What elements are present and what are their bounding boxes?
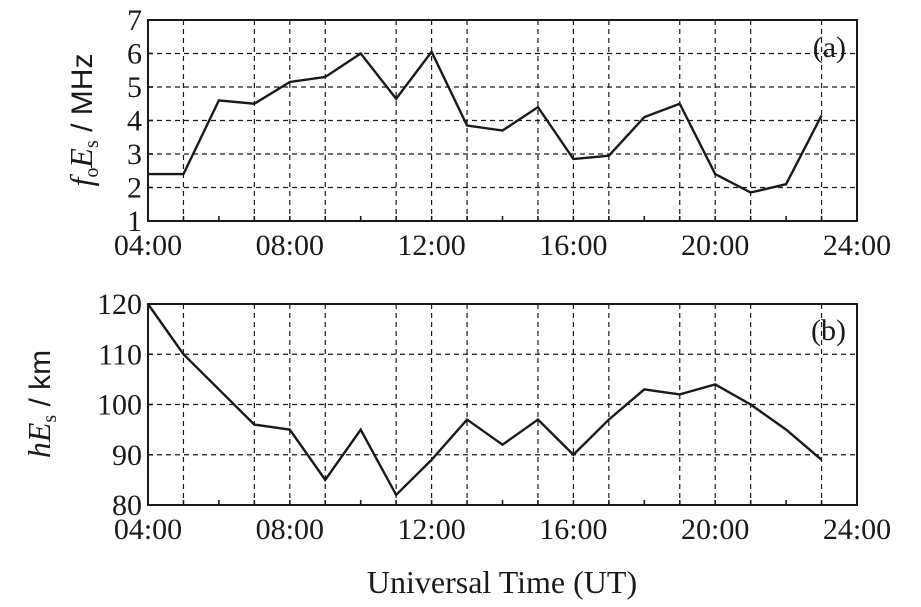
panel-b-y-axis-title-E: E bbox=[21, 422, 57, 443]
panel-a-x-tick-label-5: 24:00 bbox=[823, 229, 891, 262]
panel-b-x-tick-label-2: 12:00 bbox=[397, 513, 465, 546]
panel-a-y-axis-title-unit: / MHz bbox=[66, 54, 99, 141]
panel-b-ticks bbox=[147, 303, 858, 506]
panel-a-y-axis-title-sub-s: s bbox=[81, 140, 103, 148]
panel-a-ticks bbox=[147, 19, 858, 222]
panel-a-y-tick-label-0: 1 bbox=[127, 205, 142, 238]
panel-a-y-tick-label-4: 5 bbox=[127, 71, 142, 104]
panel-a-y-axis-title-sub-o: o bbox=[81, 168, 103, 178]
panel-b-x-tick-label-1: 08:00 bbox=[256, 513, 324, 546]
panel-b-y-tick-label-2: 100 bbox=[97, 389, 142, 422]
panel-b-x-tick-label-0: 04:00 bbox=[114, 513, 182, 546]
panel-b-x-tick-labels: 04:00 08:00 12:00 16:00 20:00 24:00 bbox=[114, 513, 891, 546]
panel-a-grid bbox=[148, 20, 857, 221]
panel-a-x-tick-labels: 04:00 08:00 12:00 16:00 20:00 24:00 bbox=[114, 229, 891, 262]
panel-a-series bbox=[147, 49, 823, 194]
panel-b-hEs: 80 90 100 110 120 04:00 08:00 12:00 16:00 20:00 2… bbox=[21, 288, 891, 546]
panel-a-x-tick-label-4: 20:00 bbox=[681, 229, 749, 262]
panel-b-x-tick-label-5: 24:00 bbox=[823, 513, 891, 546]
panel-b-y-tick-label-0: 80 bbox=[112, 489, 142, 522]
panel-b-y-axis-title-sub-s: s bbox=[39, 415, 61, 423]
panel-b-y-axis-title-unit: / km bbox=[24, 350, 57, 415]
panel-a-y-tick-label-2: 3 bbox=[127, 138, 142, 171]
panel-a-y-tick-label-1: 2 bbox=[127, 172, 142, 205]
panel-b-series-line-0 bbox=[147, 303, 823, 497]
panel-b-x-tick-label-4: 20:00 bbox=[681, 513, 749, 546]
panel-b-series bbox=[147, 303, 823, 497]
panel-a-x-tick-label-2: 12:00 bbox=[397, 229, 465, 262]
panel-a-y-axis-title: foEs / MHz bbox=[63, 54, 103, 187]
panel-a-y-tick-label-3: 4 bbox=[127, 105, 142, 138]
panel-a-x-tick-label-3: 16:00 bbox=[539, 229, 607, 262]
panel-a-x-tick-label-0: 04:00 bbox=[114, 229, 182, 262]
panel-b-y-tick-label-1: 90 bbox=[112, 439, 142, 472]
x-axis-title: Universal Time (UT) bbox=[367, 564, 637, 600]
panel-a-y-axis-title-E: E bbox=[63, 148, 99, 169]
panel-b-y-tick-label-4: 120 bbox=[97, 288, 142, 321]
panel-b-y-axis-title: hEs / km bbox=[21, 350, 61, 458]
panel-b-y-tick-label-3: 110 bbox=[98, 338, 142, 371]
panel-b-x-tick-label-3: 16:00 bbox=[539, 513, 607, 546]
panel-a-x-tick-label-1: 08:00 bbox=[256, 229, 324, 262]
panel-a-series-line-0 bbox=[148, 49, 823, 194]
panel-b-label: (b) bbox=[811, 314, 846, 347]
panel-a-y-tick-label-6: 7 bbox=[127, 4, 142, 37]
panel-a-y-tick-label-5: 6 bbox=[127, 38, 142, 71]
panel-a-label: (a) bbox=[813, 31, 846, 64]
panel-b-y-axis-title-h: h bbox=[21, 442, 57, 458]
panel-b-y-tick-labels: 80 90 100 110 120 bbox=[97, 288, 142, 522]
panel-b-grid bbox=[148, 304, 857, 505]
